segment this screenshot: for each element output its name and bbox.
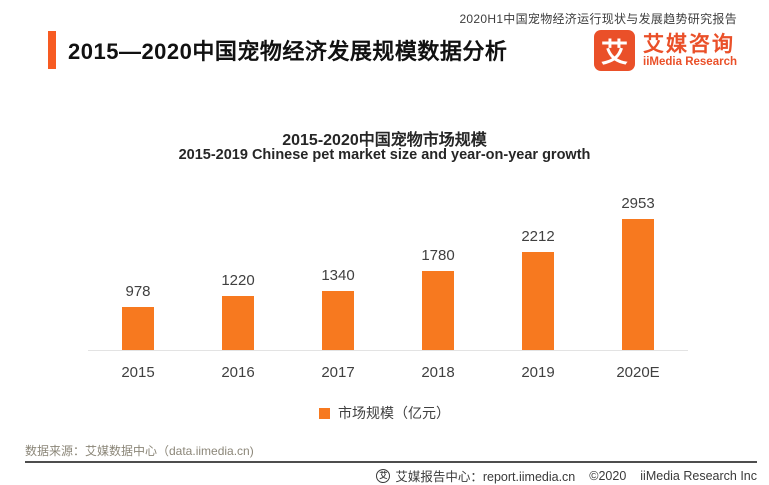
- data-source-note: 数据来源：艾媒数据中心（data.iimedia.cn): [25, 444, 254, 458]
- report-title-note: 2020H1中国宠物经济运行现状与发展趋势研究报告: [459, 12, 737, 26]
- chart-subtitle: 2015-2019 Chinese pet market size and ye…: [178, 147, 591, 163]
- bar-column: 1780: [388, 247, 488, 350]
- page-title: 2015—2020中国宠物经济发展规模数据分析: [68, 39, 508, 64]
- x-axis-label: 2016: [221, 364, 255, 381]
- legend-swatch: [319, 407, 330, 419]
- footer-divider: [25, 461, 757, 463]
- bar-column: 1340: [288, 267, 388, 350]
- bar: [322, 291, 354, 350]
- footer-report-center: 艾媒报告中心：report.iimedia.cn: [395, 470, 576, 484]
- bar: [422, 271, 454, 350]
- bar-value-label: 1780: [421, 247, 455, 264]
- page-header: 2015—2020中国宠物经济发展规模数据分析: [48, 31, 507, 69]
- iimedia-logo: 艾 艾媒咨询 iiMedia Research: [594, 30, 737, 71]
- iimedia-logo-icon: 艾: [594, 30, 636, 71]
- chart-title: 2015-2020中国宠物市场规模: [282, 132, 487, 149]
- title-accent-bar: [48, 31, 56, 69]
- brand-name-en: iiMedia Research: [643, 55, 737, 68]
- bar-value-label: 2212: [521, 228, 555, 245]
- bar-column: 1220: [188, 272, 288, 350]
- bar: [622, 219, 654, 350]
- x-axis: 2015 2016 2017 2018 2019 2020E: [88, 364, 688, 381]
- bar: [122, 307, 154, 350]
- bar-column: 2212: [488, 228, 588, 350]
- bar-value-label: 2953: [621, 195, 655, 212]
- iimedia-circle-icon: 艾: [376, 468, 391, 483]
- chart-legend: 市场规模（亿元）: [0, 403, 769, 423]
- bar-value-label: 1220: [221, 272, 255, 289]
- iimedia-logo-text: 艾媒咨询 iiMedia Research: [643, 33, 737, 69]
- x-axis-label: 2017: [321, 364, 355, 381]
- footer-company: iiMedia Research Inc: [640, 468, 757, 483]
- bar: [222, 296, 254, 350]
- x-axis-label: 2018: [421, 364, 455, 381]
- bar: [522, 252, 554, 350]
- bar-column: 2953: [588, 195, 688, 350]
- bars-row: 978 1220 1340 1780 2212 2953: [88, 189, 688, 351]
- x-axis-label: 2020E: [616, 364, 660, 381]
- bar-chart: 978 1220 1340 1780 2212 2953 2015 2016 2017 2018…: [88, 189, 688, 381]
- footer-credits: 艾 艾媒报告中心：report.iimedia.cn ©2020 iiMedia…: [376, 466, 757, 485]
- bar-value-label: 1340: [321, 267, 355, 284]
- bar-value-label: 978: [125, 283, 151, 300]
- legend-label: 市场规模（亿元）: [338, 405, 450, 421]
- x-axis-label: 2019: [521, 364, 555, 381]
- brand-name-cn: 艾媒咨询: [643, 32, 736, 56]
- bar-column: 978: [88, 283, 188, 350]
- x-axis-label: 2015: [121, 364, 155, 381]
- footer-copyright: ©2020: [589, 468, 627, 483]
